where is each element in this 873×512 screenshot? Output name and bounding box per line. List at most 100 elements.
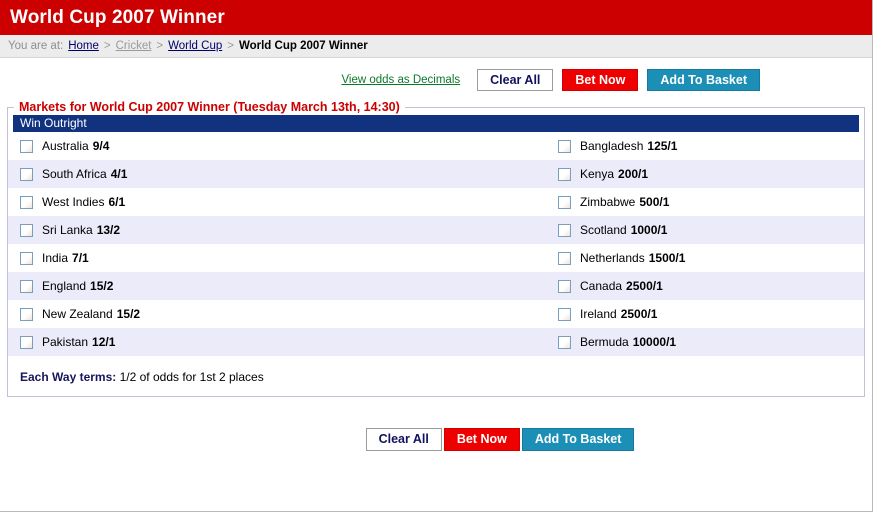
selection-name: Canada [580, 279, 623, 293]
checkbox-icon[interactable] [20, 195, 33, 209]
breadcrumb-separator: > [103, 40, 111, 52]
markets-panel: Markets for World Cup 2007 Winner (Tuesd… [7, 100, 865, 397]
table-row: South Africa 4/1 Kenya 200/1 [8, 160, 864, 188]
selection-odds: 7/1 [72, 251, 89, 265]
checkbox-icon[interactable] [558, 307, 571, 321]
selection-ireland[interactable]: Ireland 2500/1 [554, 307, 864, 321]
breadcrumb-link-home[interactable]: Home [68, 40, 99, 52]
selection-india[interactable]: India 7/1 [8, 251, 554, 265]
breadcrumb-separator: > [227, 40, 234, 52]
selections-grid: Australia 9/4 Bangladesh 125/1 South Afr… [8, 132, 864, 356]
breadcrumb-prefix: You are at: [8, 40, 64, 52]
selection-odds: 2500/1 [626, 279, 663, 293]
table-row: Sri Lanka 13/2 Scotland 1000/1 [8, 216, 864, 244]
selection-name: Australia [42, 139, 89, 153]
checkbox-icon[interactable] [20, 335, 33, 349]
selection-name: Zimbabwe [580, 195, 636, 209]
breadcrumb: You are at: Home > Cricket > World Cup >… [0, 35, 872, 58]
page-title-banner: World Cup 2007 Winner [0, 0, 872, 35]
checkbox-icon[interactable] [20, 279, 33, 293]
selection-name: Bangladesh [580, 139, 644, 153]
selection-odds: 10000/1 [632, 335, 677, 349]
each-way-terms-value: 1/2 of odds for 1st 2 places [119, 370, 264, 384]
selection-name: Scotland [580, 223, 627, 237]
add-to-basket-button-top[interactable]: Add To Basket [647, 69, 760, 91]
page-title: World Cup 2007 Winner [10, 6, 225, 28]
each-way-terms: Each Way terms: 1/2 of odds for 1st 2 pl… [8, 356, 864, 384]
checkbox-icon[interactable] [20, 251, 33, 265]
selection-odds: 9/4 [92, 139, 110, 153]
bet-now-button-bottom[interactable]: Bet Now [443, 428, 520, 451]
checkbox-icon[interactable] [558, 167, 571, 181]
selection-name: Kenya [580, 167, 615, 181]
table-row: India 7/1 Netherlands 1500/1 [8, 244, 864, 272]
selection-pakistan[interactable]: Pakistan 12/1 [8, 335, 554, 349]
selection-name: England [42, 279, 87, 293]
selection-new-zealand[interactable]: New Zealand 15/2 [8, 307, 554, 321]
selection-name: India [42, 251, 69, 265]
selection-odds: 1000/1 [630, 223, 668, 237]
selection-sri-lanka[interactable]: Sri Lanka 13/2 [8, 223, 554, 237]
selection-name: Ireland [580, 307, 617, 321]
breadcrumb-link-world-cup[interactable]: World Cup [168, 40, 223, 52]
selection-odds: 6/1 [108, 195, 126, 209]
checkbox-icon[interactable] [558, 335, 571, 349]
clear-all-button-top[interactable]: Clear All [477, 69, 554, 91]
add-to-basket-button-bottom[interactable]: Add To Basket [521, 428, 635, 451]
view-odds-as-decimals-link[interactable]: View odds as Decimals [341, 74, 461, 86]
selection-odds: 125/1 [647, 139, 678, 153]
table-row: Pakistan 12/1 Bermuda 10000/1 [8, 328, 864, 356]
selection-name: South Africa [42, 167, 107, 181]
table-row: Australia 9/4 Bangladesh 125/1 [8, 132, 864, 160]
bet-now-button-top[interactable]: Bet Now [562, 69, 639, 91]
checkbox-icon[interactable] [558, 139, 571, 153]
table-row: West Indies 6/1 Zimbabwe 500/1 [8, 188, 864, 216]
selection-odds: 4/1 [110, 167, 128, 181]
selection-netherlands[interactable]: Netherlands 1500/1 [554, 251, 864, 265]
selection-odds: 500/1 [639, 195, 670, 209]
selection-australia[interactable]: Australia 9/4 [8, 139, 554, 153]
selection-west-indies[interactable]: West Indies 6/1 [8, 195, 554, 209]
selection-odds: 2500/1 [620, 307, 658, 321]
checkbox-icon[interactable] [558, 251, 571, 265]
selection-odds: 15/2 [90, 279, 114, 293]
selection-name: New Zealand [42, 307, 113, 321]
selection-scotland[interactable]: Scotland 1000/1 [554, 223, 864, 237]
selection-name: Bermuda [580, 335, 629, 349]
selection-name: Sri Lanka [42, 223, 93, 237]
checkbox-icon[interactable] [20, 139, 33, 153]
selection-name: Pakistan [42, 335, 89, 349]
markets-legend: Markets for World Cup 2007 Winner (Tuesd… [19, 100, 400, 114]
breadcrumb-link-cricket[interactable]: Cricket [115, 40, 152, 52]
checkbox-icon[interactable] [20, 307, 33, 321]
table-row: England 15/2 Canada 2500/1 [8, 272, 864, 300]
selection-name: West Indies [42, 195, 105, 209]
selection-zimbabwe[interactable]: Zimbabwe 500/1 [554, 195, 864, 209]
selection-bangladesh[interactable]: Bangladesh 125/1 [554, 139, 864, 153]
selection-odds: 13/2 [96, 223, 121, 237]
selection-south-africa[interactable]: South Africa 4/1 [8, 167, 554, 181]
clear-all-button-bottom[interactable]: Clear All [365, 428, 442, 451]
selection-england[interactable]: England 15/2 [8, 279, 554, 293]
checkbox-icon[interactable] [558, 223, 571, 237]
selection-odds: 15/2 [116, 307, 141, 321]
market-header-win-outright: Win Outright [13, 115, 859, 132]
each-way-terms-label: Each Way terms: [20, 370, 117, 384]
checkbox-icon[interactable] [558, 279, 571, 293]
breadcrumb-current: World Cup 2007 Winner [238, 40, 368, 52]
selection-odds: 1500/1 [648, 251, 686, 265]
checkbox-icon[interactable] [558, 195, 571, 209]
selection-bermuda[interactable]: Bermuda 10000/1 [554, 335, 864, 349]
selection-canada[interactable]: Canada 2500/1 [554, 279, 864, 293]
toolbar-bottom: Clear All Bet Now Add To Basket [0, 397, 872, 451]
toolbar-top: View odds as Decimals Clear All Bet Now … [0, 58, 872, 91]
selection-odds: 12/1 [92, 335, 116, 349]
selection-odds: 200/1 [618, 167, 649, 181]
checkbox-icon[interactable] [20, 223, 33, 237]
selection-name: Netherlands [580, 251, 645, 265]
checkbox-icon[interactable] [20, 167, 33, 181]
table-row: New Zealand 15/2 Ireland 2500/1 [8, 300, 864, 328]
breadcrumb-separator: > [156, 40, 164, 52]
selection-kenya[interactable]: Kenya 200/1 [554, 167, 864, 181]
